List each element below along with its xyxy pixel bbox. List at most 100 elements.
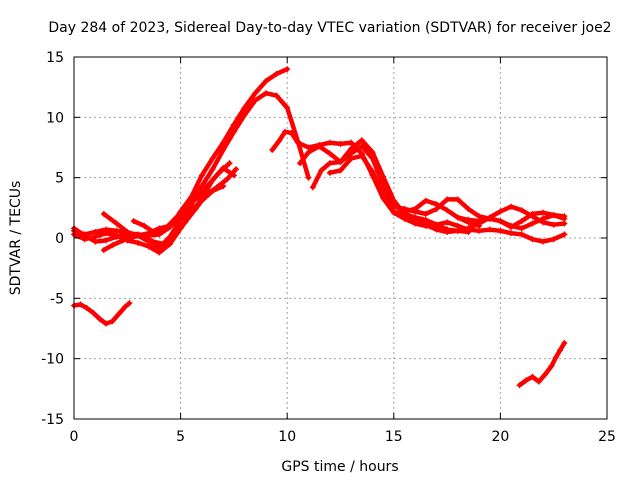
data-point-marker	[358, 137, 365, 144]
data-point-marker	[273, 70, 280, 77]
series-line	[297, 144, 482, 229]
data-point-marker	[173, 214, 180, 221]
data-point-marker	[166, 241, 173, 248]
x-tick-label: 20	[491, 429, 509, 445]
data-point-marker	[433, 221, 440, 228]
data-point-marker	[83, 304, 90, 311]
data-point-marker	[275, 138, 282, 145]
data-point-marker	[497, 208, 504, 215]
data-point-marker	[535, 378, 542, 385]
data-point-marker	[476, 218, 483, 225]
data-series-group	[71, 66, 568, 389]
chart-title: Day 284 of 2023, Sidereal Day-to-day VTE…	[48, 20, 611, 36]
data-series-arc-14	[71, 300, 133, 327]
data-point-marker	[422, 221, 429, 228]
data-point-marker	[109, 318, 116, 325]
data-point-marker	[241, 111, 248, 118]
data-point-marker	[96, 315, 103, 322]
data-point-marker	[540, 209, 547, 216]
data-point-marker	[518, 218, 525, 225]
series-line	[71, 300, 132, 326]
data-series-arc-2	[71, 90, 312, 251]
data-series-arc-6	[130, 160, 233, 237]
data-point-marker	[337, 167, 344, 174]
data-point-marker	[102, 320, 109, 327]
data-point-marker	[241, 104, 248, 111]
data-point-marker	[269, 146, 276, 153]
data-point-marker	[518, 207, 525, 214]
data-point-marker	[326, 160, 333, 167]
data-point-marker	[115, 311, 122, 318]
data-point-marker	[141, 222, 148, 229]
data-point-marker	[486, 226, 493, 233]
data-point-marker	[508, 224, 515, 231]
data-point-marker	[252, 97, 259, 104]
data-point-marker	[516, 382, 523, 389]
data-point-marker	[226, 160, 233, 167]
data-point-marker	[305, 174, 312, 181]
data-point-marker	[358, 152, 365, 159]
data-point-marker	[454, 222, 461, 229]
data-point-marker	[380, 181, 387, 188]
data-point-marker	[181, 219, 188, 226]
data-point-marker	[134, 239, 141, 246]
data-point-marker	[209, 187, 216, 194]
data-point-marker	[548, 362, 555, 369]
data-point-marker	[288, 130, 295, 137]
data-point-marker	[113, 220, 120, 227]
data-point-marker	[134, 232, 141, 239]
y-tick-label: 15	[46, 50, 64, 66]
data-point-marker	[220, 183, 227, 190]
data-point-marker	[326, 139, 333, 146]
data-point-marker	[529, 373, 536, 380]
data-series-arc-8	[309, 137, 472, 235]
data-point-marker	[198, 197, 205, 204]
data-point-marker	[412, 216, 419, 223]
data-point-marker	[294, 139, 301, 146]
data-point-marker	[145, 243, 152, 250]
data-point-marker	[113, 232, 120, 239]
data-point-marker	[252, 90, 259, 97]
data-point-marker	[316, 143, 323, 150]
data-point-marker	[188, 207, 195, 214]
data-point-marker	[124, 228, 131, 235]
data-point-marker	[486, 215, 493, 222]
data-point-marker	[358, 143, 365, 150]
data-point-marker	[518, 225, 525, 232]
data-point-marker	[273, 92, 280, 99]
data-point-marker	[233, 166, 240, 173]
series-line	[71, 90, 311, 250]
axis-ticks	[73, 56, 608, 420]
data-point-marker	[444, 219, 451, 226]
series-line	[310, 138, 471, 235]
data-point-marker	[465, 216, 472, 223]
x-axis-label: GPS time / hours	[281, 459, 398, 475]
data-point-marker	[550, 236, 557, 243]
data-point-marker	[557, 347, 564, 354]
data-series-arc-4	[100, 166, 240, 254]
data-point-marker	[380, 191, 387, 198]
data-point-marker	[162, 225, 169, 232]
data-point-marker	[209, 166, 216, 173]
data-point-marker	[561, 231, 568, 238]
data-point-marker	[284, 104, 291, 111]
data-point-marker	[401, 206, 408, 213]
data-point-marker	[522, 377, 529, 384]
data-point-marker	[390, 208, 397, 215]
data-point-marker	[444, 196, 451, 203]
data-point-marker	[552, 354, 559, 361]
data-point-marker	[122, 303, 129, 310]
data-point-marker	[369, 155, 376, 162]
data-series-arc-15	[516, 339, 568, 389]
data-point-marker	[529, 236, 536, 243]
x-tick-label: 5	[176, 429, 185, 445]
data-point-marker	[444, 207, 451, 214]
data-point-marker	[337, 158, 344, 165]
y-tick-label: -10	[41, 352, 64, 368]
data-point-marker	[348, 139, 355, 146]
data-point-marker	[77, 301, 84, 308]
data-point-marker	[369, 149, 376, 156]
data-point-marker	[518, 231, 525, 238]
y-axis-label: SDTVAR / TECUs	[8, 181, 24, 296]
